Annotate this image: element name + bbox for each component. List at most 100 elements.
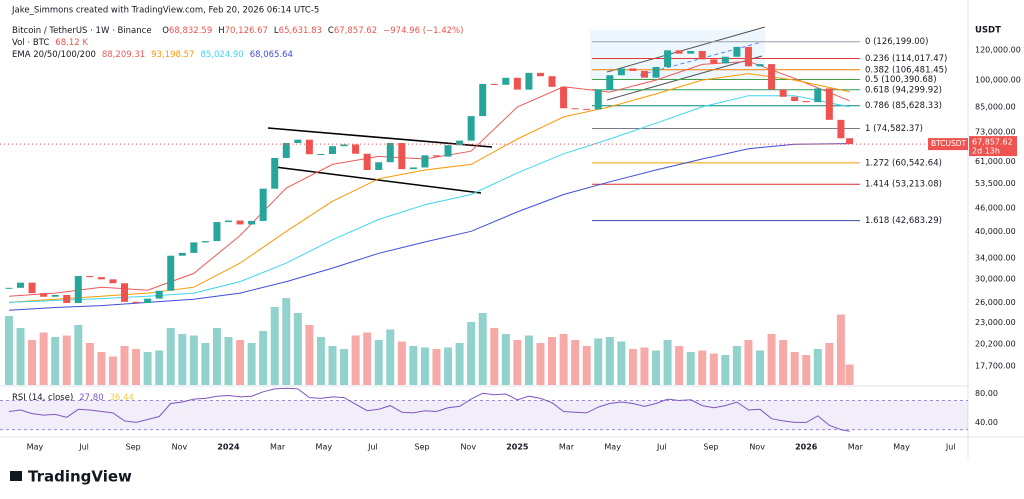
volume-bar bbox=[132, 349, 141, 385]
y-tick-label: 61,000.00 bbox=[975, 157, 1016, 166]
logo-mark bbox=[10, 471, 22, 481]
volume-bar bbox=[756, 350, 765, 385]
candle-body bbox=[201, 241, 209, 243]
volume-bar bbox=[74, 325, 83, 385]
volume-bar bbox=[617, 341, 626, 385]
price-box bbox=[969, 136, 1017, 157]
volume-bar bbox=[4, 316, 13, 385]
x-tick-label: Nov bbox=[172, 443, 188, 452]
symbol: Bitcoin / TetherUS · 1W · Binance bbox=[12, 26, 152, 36]
fib-label: 0.382 (106,481.45) bbox=[865, 65, 947, 75]
volume-bar bbox=[108, 356, 117, 385]
candle-body bbox=[167, 255, 175, 291]
ticker-box bbox=[928, 138, 968, 151]
candle-body bbox=[121, 283, 129, 302]
ticker-label: BTCUSDT bbox=[931, 139, 967, 148]
candle-body bbox=[398, 143, 406, 170]
volume-bar bbox=[189, 335, 198, 385]
candle-body bbox=[744, 46, 752, 67]
y-tick-label: 100,000.00 bbox=[975, 76, 1021, 85]
x-tick-label: May bbox=[893, 443, 910, 452]
volume-bar bbox=[420, 347, 429, 385]
x-tick-label: May bbox=[316, 443, 333, 452]
candle-body bbox=[109, 279, 117, 284]
candle-body bbox=[721, 56, 729, 64]
volume-bar bbox=[663, 340, 672, 385]
volume-bar bbox=[340, 349, 349, 385]
fib-label: 0.618 (94,299.92) bbox=[865, 85, 942, 95]
candle-body bbox=[710, 59, 718, 64]
rsi-value: 27.80 bbox=[79, 393, 103, 403]
candle-body bbox=[178, 252, 186, 256]
candle-body bbox=[40, 293, 48, 297]
candle-body bbox=[687, 50, 695, 54]
candle-body bbox=[340, 144, 348, 147]
x-tick-label: 2025 bbox=[506, 443, 529, 452]
volume-bar bbox=[571, 340, 580, 385]
plot-area: 0 (126,199.00) 0.236 (114,017.47)0.382 (1… bbox=[0, 37, 968, 432]
x-tick-label: Jul bbox=[945, 443, 956, 452]
volume-bar bbox=[282, 298, 291, 385]
volume-bar bbox=[640, 347, 649, 385]
credit: Jake_Simmons created with TradingView.co… bbox=[11, 6, 319, 16]
volume-bar bbox=[559, 334, 568, 385]
candle-body bbox=[375, 162, 383, 170]
volume-bar bbox=[836, 314, 845, 385]
unit: USDT bbox=[975, 26, 1001, 36]
ohlc-value: 65,631.83 bbox=[279, 26, 322, 36]
x-tick-label: May bbox=[27, 443, 44, 452]
candle-body bbox=[28, 282, 36, 294]
volume-bar bbox=[444, 347, 453, 385]
candle-body bbox=[456, 140, 464, 146]
candle-body bbox=[513, 77, 521, 90]
candle-body bbox=[132, 301, 140, 304]
x-tick-label: Jul bbox=[656, 443, 667, 452]
ohlc-key: H bbox=[218, 26, 224, 36]
volume-bar bbox=[62, 335, 71, 385]
x-tick-label: Nov bbox=[460, 443, 476, 452]
candle-body bbox=[583, 108, 591, 110]
ema-value: 93,198.57 bbox=[151, 50, 194, 60]
volume-bar bbox=[432, 349, 441, 385]
candle-body bbox=[698, 50, 706, 60]
x-tick-label: 2024 bbox=[217, 443, 240, 452]
rsi-ma-value: 36.44 bbox=[110, 393, 134, 403]
volume-bar bbox=[813, 349, 822, 385]
candle-body bbox=[652, 66, 660, 78]
volume-bar bbox=[201, 343, 210, 385]
y-tick-label: 53,500.00 bbox=[975, 179, 1016, 188]
volume-bar bbox=[721, 355, 730, 385]
ohlc-key: C bbox=[328, 26, 334, 36]
trendline bbox=[606, 26, 766, 73]
candle-body bbox=[606, 75, 614, 90]
fib-label: 1.618 (42,683.29) bbox=[865, 216, 942, 226]
volume-bar bbox=[178, 334, 187, 385]
volume-bar bbox=[548, 337, 557, 385]
volume-bar bbox=[270, 307, 279, 385]
candle-body bbox=[282, 143, 290, 158]
volume-bar bbox=[732, 346, 741, 385]
volume-bar bbox=[825, 343, 834, 385]
volume-bar bbox=[16, 328, 25, 385]
trendline bbox=[267, 127, 493, 148]
volume-bar bbox=[524, 335, 533, 385]
candle-body bbox=[768, 64, 776, 90]
ema-legend: EMA 20/50/100/200 88,209.31 93,198.57 85,02… bbox=[12, 50, 293, 60]
candle-body bbox=[444, 145, 452, 157]
candle-body bbox=[17, 282, 25, 288]
candle-body bbox=[502, 77, 510, 85]
volume-bar bbox=[143, 352, 152, 385]
volume-bar bbox=[363, 332, 372, 385]
volume-bar bbox=[28, 340, 37, 385]
candle-body bbox=[236, 220, 244, 225]
candle-body bbox=[86, 276, 94, 278]
fib-label: 1.414 (53,213.08) bbox=[865, 180, 942, 190]
volume-bar bbox=[166, 328, 175, 385]
volume-bar bbox=[605, 337, 614, 385]
fib-label: 1.272 (60,542.64) bbox=[865, 158, 942, 168]
candle-body bbox=[594, 89, 602, 110]
volume-bar bbox=[51, 337, 60, 385]
x-tick-label: Sep bbox=[703, 443, 718, 452]
x-tick-label: Jul bbox=[367, 443, 378, 452]
